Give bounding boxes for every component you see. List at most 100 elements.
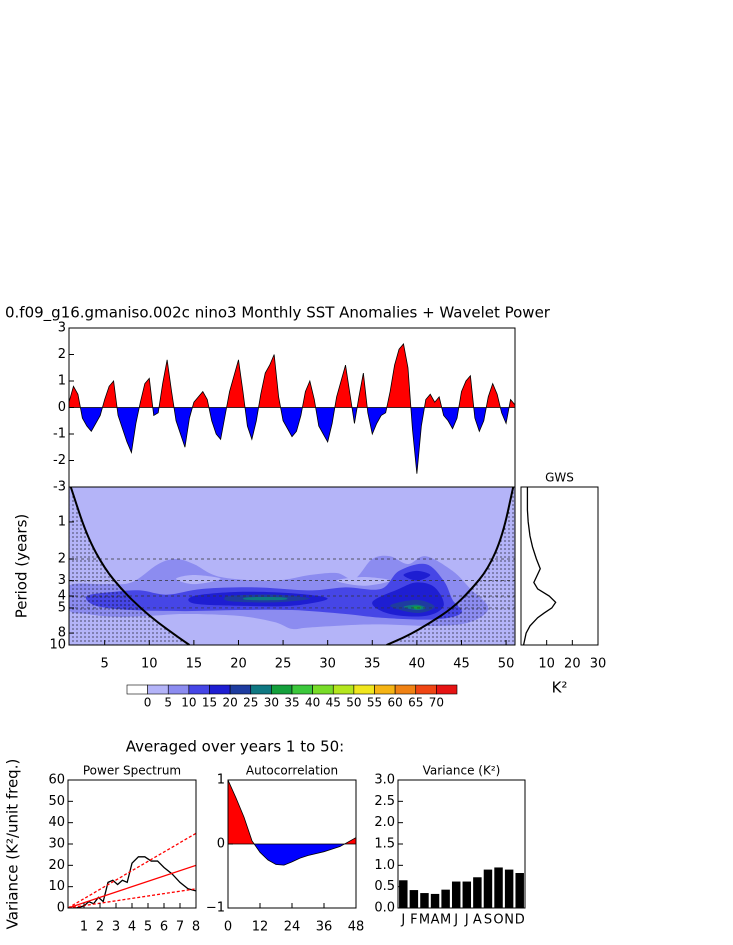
y-axis-label: Period (years) [13, 514, 31, 619]
y-tick-label: 10 [49, 638, 66, 653]
y-tick-label: 20 [48, 858, 65, 873]
bar [441, 889, 450, 908]
x-tick-label: 6 [160, 920, 168, 935]
x-tick-label: 1 [80, 920, 88, 935]
bar [483, 869, 493, 908]
colorbar-box [374, 684, 396, 695]
contour-fill [85, 563, 463, 620]
coi-hatch [69, 487, 190, 645]
frame [520, 486, 599, 646]
contour-fill [242, 597, 288, 601]
colorbar-label: 65 [408, 696, 423, 710]
x-tick-label: O [493, 913, 503, 928]
x-tick-label: 30 [590, 657, 607, 672]
y-tick-label: 1.0 [374, 858, 395, 873]
contour-fill [412, 606, 422, 610]
panel-title: Power Spectrum [83, 764, 181, 778]
contour-fill [336, 576, 391, 586]
x-tick-label: 10 [141, 657, 158, 672]
line [522, 487, 557, 645]
negative-area [228, 844, 356, 866]
colorbar-box [250, 684, 272, 695]
y-tick-label: 0.0 [374, 901, 395, 916]
line [75, 856, 196, 908]
colorbar-box [126, 684, 148, 695]
x-tick-label: 5 [144, 920, 152, 935]
x-tick-label: 0 [224, 920, 232, 935]
bar [504, 869, 514, 908]
y-tick-label: 30 [48, 837, 65, 852]
colorbar-box [415, 684, 437, 695]
x-tick-label: 7 [176, 920, 184, 935]
contour-fill [176, 575, 221, 585]
line [68, 864, 196, 908]
y-tick-label: 10 [48, 879, 65, 894]
plot-area [228, 780, 356, 866]
bar [399, 880, 408, 908]
panel: J F M A M J J A S O N D0.00.51.01.52.02.53.0Varianc… [374, 764, 526, 928]
x-tick-label: 35 [364, 657, 381, 672]
figure-title: 0.f09_g16.gmaniso.002c nino3 Monthly SST… [5, 304, 551, 323]
coi-hatch [386, 487, 515, 645]
x-tick-label: 3 [112, 920, 120, 935]
plot-area [68, 832, 196, 908]
colorbar-box [312, 684, 334, 695]
colorbar-box [394, 684, 417, 695]
y-tick-label: -3 [53, 480, 66, 495]
colorbar-label: 60 [387, 696, 402, 710]
x-tick-label: 40 [409, 657, 426, 672]
plot-area [69, 487, 515, 645]
y-tick-label: -1 [53, 427, 66, 442]
colorbar-label: 20 [222, 696, 237, 710]
y-tick-label: 5 [58, 600, 66, 615]
colorbar-label: 25 [243, 696, 258, 710]
colorbar-label: 10 [181, 696, 196, 710]
x-tick-label: 36 [316, 920, 333, 935]
positive-area [69, 343, 515, 408]
y-tick-label: 0 [58, 400, 66, 415]
x-tick-label: D [515, 913, 525, 928]
x-tick-label: F [410, 913, 417, 928]
y-tick-label: −1 [206, 901, 225, 916]
colorbar-label: 45 [326, 696, 341, 710]
x-tick-label: 20 [564, 657, 581, 672]
plot-area [399, 867, 524, 908]
frame [68, 486, 516, 646]
y-tick-label: 3 [58, 321, 66, 336]
bar [451, 881, 461, 908]
y-tick-label: 2 [58, 551, 66, 566]
panel-title: Variance (K²) [423, 764, 501, 778]
y-tick-label: 0 [217, 837, 225, 852]
colorbar-box [353, 684, 375, 695]
panel: −1 0 1 0 12 24 36 48 Autocorrelation [206, 764, 364, 935]
panel-title: GWS [545, 471, 574, 485]
x-tick-label: J [400, 913, 405, 928]
colorbar-label: 15 [202, 696, 217, 710]
y-axis-label: Variance (K²/unit freq.) [4, 759, 22, 930]
colorbar-label: 40 [305, 696, 320, 710]
y-tick-label: 0 [57, 901, 65, 916]
line [68, 888, 196, 908]
x-tick-label: J [453, 913, 458, 928]
y-tick-label: 1.5 [374, 837, 395, 852]
line [69, 342, 515, 474]
line [228, 780, 356, 866]
y-tick-label: 50 [48, 794, 65, 809]
x-tick-label: M [440, 913, 451, 928]
x-tick-label: 2 [96, 920, 104, 935]
x-tick-label: 48 [348, 920, 365, 935]
y-tick-label: 0.5 [374, 879, 395, 894]
plot-area [522, 487, 557, 645]
y-tick-label: 1 [217, 773, 225, 788]
x-tick-label: 8 [192, 920, 200, 935]
y-tick-label: 2.0 [374, 815, 395, 830]
x-tick-label: M [419, 913, 430, 928]
contour-fill [403, 570, 431, 581]
x-tick-label: J [464, 913, 469, 928]
line [68, 832, 196, 908]
colorbar-box [229, 684, 252, 695]
y-tick-label: 4 [58, 589, 66, 604]
